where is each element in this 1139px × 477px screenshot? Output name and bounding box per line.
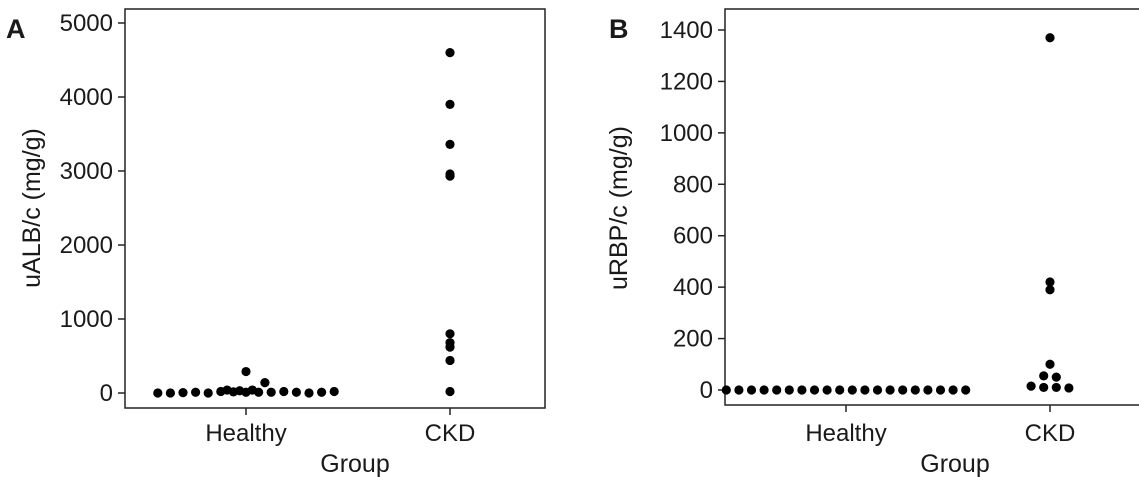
panel-b-point-ckd: [1045, 285, 1055, 295]
panel-b-point-healthy: [835, 385, 845, 395]
panel-b-point-healthy: [948, 385, 958, 395]
panel-b-x-axis-title: Group: [920, 450, 989, 477]
panel-b-point-healthy: [734, 385, 744, 395]
panel-b: B uRBP/c (mg/g) Group 0 200 400 600 800 1000 1…: [605, 8, 1139, 477]
panel-b-y-tick-label: 200: [673, 326, 713, 353]
panel-b-x-tick-label: Healthy: [805, 420, 886, 447]
panel-a-point-healthy: [291, 387, 301, 397]
panel-a-point-ckd: [445, 139, 455, 149]
panel-b-point-ckd: [1051, 372, 1061, 382]
panel-b-y-tick-label: 1200: [660, 68, 713, 95]
panel-b-point-healthy: [809, 385, 820, 395]
panel-b-point-healthy: [746, 385, 757, 395]
panel-b-point-healthy: [822, 385, 832, 395]
panel-b-y-tick-label: 800: [673, 171, 713, 198]
panel-a-plot-area: [124, 8, 546, 409]
panel-a-y-tick-label: 3000: [60, 158, 113, 185]
panel-b-point-ckd: [1039, 382, 1049, 393]
panel-b-y-tick-label: 1000: [660, 120, 713, 147]
panel-b-point-healthy: [759, 385, 769, 395]
panel-b-plot-area: [724, 8, 1139, 406]
panel-a-point-healthy: [241, 387, 251, 397]
panel-a-point-healthy: [203, 388, 213, 398]
panel-b-point-ckd: [1051, 382, 1061, 393]
panel-b-point-healthy: [772, 385, 782, 395]
panel-a-x-axis-title: Group: [320, 450, 389, 477]
panel-b-point-healthy: [860, 385, 870, 395]
panel-a: A uALB/c (mg/g) Group 0 1000 2000 3000 4000 5…: [6, 8, 546, 477]
panel-b-point-healthy: [898, 385, 908, 395]
panel-a-point-healthy: [165, 388, 175, 398]
panel-a-x-tick-label: Healthy: [205, 420, 286, 447]
panel-a-point-healthy: [216, 386, 226, 397]
panel-a-point-ckd: [445, 48, 455, 58]
panel-b-point-healthy: [847, 385, 857, 395]
panel-a-point-healthy: [178, 388, 188, 398]
panel-a-point-healthy: [304, 388, 314, 398]
panel-b-y-tick-label: 1400: [660, 17, 713, 44]
panel-a-point-healthy: [317, 387, 327, 397]
panel-a-point-healthy: [329, 386, 339, 397]
panel-a-y-tick-label: 1000: [60, 306, 113, 333]
panel-b-ticks: 0 200 400 600 800 1000 1200 1400 Healthy CKD: [660, 17, 1076, 447]
panel-b-y-tick-label: 400: [673, 274, 713, 301]
panel-b-points: [721, 33, 1074, 395]
panel-b-point-healthy: [885, 385, 895, 395]
panel-b-point-healthy: [961, 385, 971, 395]
panel-b-point-healthy: [923, 385, 933, 395]
panel-a-point-healthy: [260, 378, 270, 388]
panel-a-point-ckd: [445, 171, 455, 181]
panel-a-ticks: 0 1000 2000 3000 4000 5000 Healthy CKD: [60, 10, 476, 447]
panel-a-letter: A: [6, 14, 26, 44]
panel-a-point-healthy: [266, 387, 276, 397]
panel-b-y-tick-label: 600: [673, 223, 713, 250]
panel-a-y-tick-label: 2000: [60, 232, 113, 259]
panel-a-y-tick-label: 5000: [60, 10, 113, 37]
panel-b-point-healthy: [872, 385, 883, 395]
panel-b-point-ckd: [1045, 33, 1055, 43]
panel-a-point-ckd: [445, 355, 455, 366]
panel-a-point-ckd: [445, 99, 455, 109]
panel-b-y-tick-label: 0: [700, 377, 713, 404]
panel-b-point-healthy: [721, 385, 731, 395]
panel-a-point-healthy: [191, 387, 201, 397]
panel-b-point-healthy: [910, 385, 920, 395]
panel-a-point-healthy: [228, 387, 238, 397]
panel-b-y-axis-title: uRBP/c (mg/g): [605, 126, 633, 290]
panel-a-point-ckd: [445, 342, 455, 352]
panel-a-points: [153, 48, 455, 398]
panel-b-point-ckd: [1064, 383, 1074, 393]
panel-b-point-healthy: [935, 385, 946, 395]
panel-a-point-healthy: [279, 386, 289, 397]
panel-b-x-tick-label: CKD: [1025, 420, 1076, 447]
panel-a-x-tick-label: CKD: [425, 420, 476, 447]
panel-b-point-ckd: [1045, 277, 1055, 287]
panel-b-point-ckd: [1045, 359, 1055, 369]
panel-b-letter: B: [609, 14, 629, 44]
panel-a-y-tick-label: 4000: [60, 84, 113, 111]
panel-a-point-healthy: [254, 387, 264, 397]
panel-a-y-axis-title: uALB/c (mg/g): [18, 128, 46, 288]
panel-b-point-healthy: [784, 385, 794, 395]
panel-a-point-ckd: [445, 329, 455, 339]
panel-a-point-healthy: [153, 388, 163, 398]
panel-a-point-healthy: [241, 366, 251, 377]
panel-a-y-tick-label: 0: [100, 380, 113, 407]
panel-b-point-healthy: [797, 385, 807, 395]
panel-b-point-ckd: [1026, 381, 1036, 391]
panel-a-point-ckd: [445, 386, 455, 397]
panel-b-point-ckd: [1039, 371, 1049, 381]
